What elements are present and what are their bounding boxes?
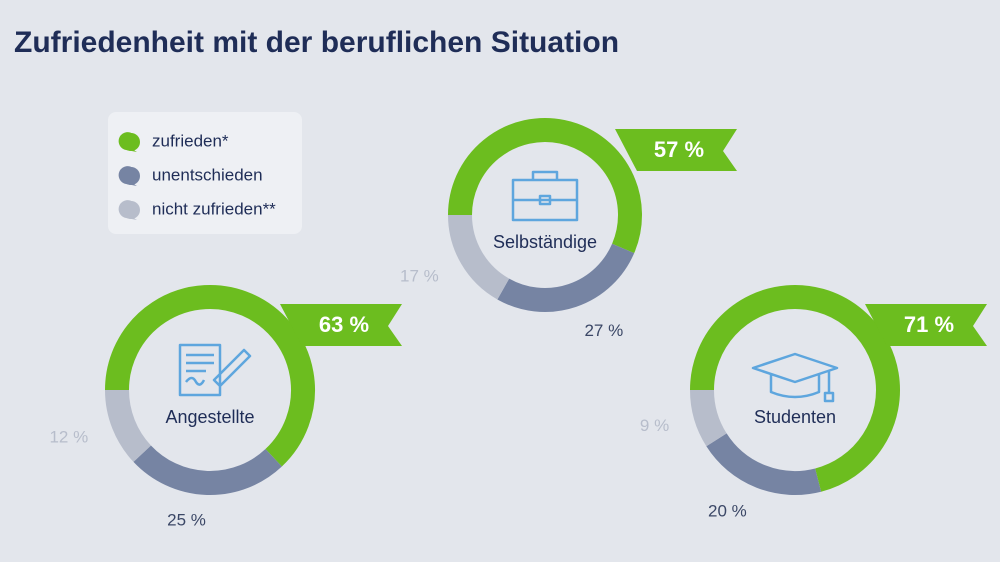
donut-segment (690, 285, 900, 492)
legend-swatch (122, 201, 140, 219)
value-label: 57 % (654, 137, 704, 162)
legend-label: unentschieden (152, 165, 263, 184)
donut-segment (105, 285, 315, 467)
value-flag (280, 304, 402, 346)
value-label: 27 % (584, 321, 623, 340)
value-label: 71 % (904, 312, 954, 337)
donut-segment (133, 445, 282, 495)
icon (511, 170, 579, 222)
value-flag (865, 304, 987, 346)
value-label: 63 % (319, 312, 369, 337)
icon (178, 343, 252, 397)
value-flag (615, 129, 737, 171)
icon (751, 352, 839, 403)
legend-label: nicht zufrieden** (152, 199, 276, 218)
donut-segment (448, 214, 510, 300)
donut-title: Studenten (754, 407, 836, 427)
value-label: 20 % (708, 501, 747, 520)
donut-segment (690, 389, 727, 447)
donut-segment (448, 118, 642, 254)
donut-title: Selbständige (493, 232, 597, 252)
donut-segment (706, 433, 822, 495)
value-label: 9 % (640, 416, 669, 435)
legend-swatch (122, 167, 140, 185)
legend-box (108, 112, 302, 234)
donut-title: Angestellte (165, 407, 254, 427)
legend-label: zufrieden* (152, 131, 229, 150)
value-label: 17 % (400, 267, 439, 286)
donut-segment (105, 389, 152, 462)
page-title: Zufriedenheit mit der beruflichen Situat… (14, 26, 619, 59)
legend-swatch (122, 133, 140, 151)
value-label: 25 % (167, 510, 206, 529)
value-label: 12 % (49, 428, 88, 447)
donut-segment (497, 243, 635, 312)
